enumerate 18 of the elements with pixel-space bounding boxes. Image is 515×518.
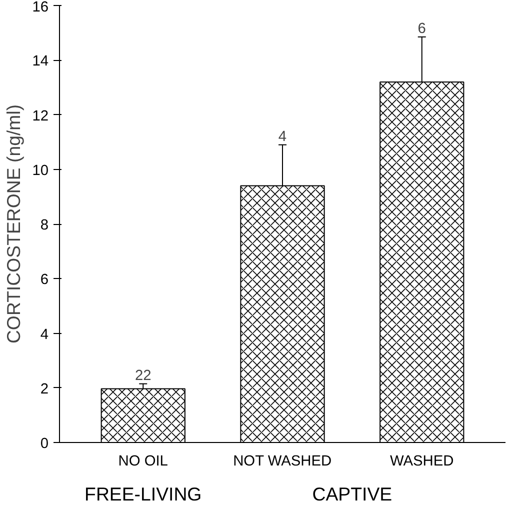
y-tick-label: 6 [40,272,49,288]
y-tick-label: 0 [40,436,49,452]
y-tick-label: 16 [32,0,49,16]
annotation: 6 [418,20,426,37]
y-tick-label: 8 [40,218,49,234]
annotation: 4 [278,128,287,145]
y-tick-label: 4 [40,326,49,343]
y-axis-title: CORTICOSTERONE (ng/ml) [3,104,24,344]
y-tick-label: 10 [32,162,49,179]
text: FREE-LIVING [84,484,202,504]
text: CAPTIVE [312,484,392,504]
x-tick-label: NO OIL [118,454,168,470]
x-tick-label: WASHED [390,454,454,470]
annotation: 22 [134,368,152,384]
y-tick-label: 2 [40,381,49,398]
y-tick-label: 12 [32,108,49,124]
x-tick-label: NOT WASHED [233,454,332,470]
y-tick-label: 14 [32,54,49,70]
